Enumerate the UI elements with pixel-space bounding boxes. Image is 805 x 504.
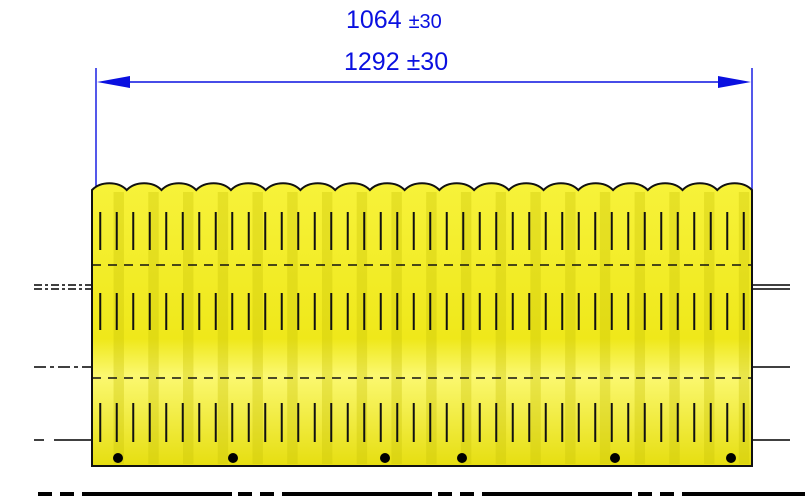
corrugation-shade	[183, 192, 194, 464]
corrugation-shade	[669, 192, 680, 464]
dimension-primary-tolerance: ±30	[408, 11, 442, 33]
sheet-outline	[91, 182, 753, 467]
dimension-primary-value: 1064	[346, 6, 402, 34]
sheet-body	[91, 182, 753, 467]
corrugation-shade	[565, 192, 576, 464]
corrugation-shade	[634, 192, 646, 464]
fastener-holes	[113, 453, 736, 463]
fastener-hole	[726, 453, 736, 463]
corrugation-shade	[599, 192, 611, 464]
corrugation-shade	[426, 192, 437, 464]
perforation-marks	[99, 212, 745, 442]
dimension-secondary-value: 1292	[344, 48, 400, 76]
dimension-line	[95, 68, 753, 190]
corrugation-shade	[460, 192, 472, 464]
corrugation-shade	[495, 192, 507, 464]
fastener-hole	[228, 453, 238, 463]
centre-lines	[34, 284, 790, 441]
hidden-lines	[92, 264, 752, 379]
corrugation-shade	[113, 192, 124, 464]
corrugation-shade	[530, 192, 541, 464]
fastener-hole	[380, 453, 390, 463]
dimension-secondary: 1292 ±30	[344, 50, 448, 75]
corrugation-shade	[252, 192, 263, 464]
corrugation-shade	[287, 192, 298, 464]
corrugation-shade	[321, 192, 333, 464]
corrugation-shade	[148, 192, 159, 464]
fastener-hole	[113, 453, 123, 463]
fastener-hole	[610, 453, 620, 463]
dimension-primary: 1064 ±30	[346, 8, 442, 33]
fastener-hole	[457, 453, 467, 463]
corrugation-shade	[217, 192, 229, 464]
corrugation-shade	[356, 192, 368, 464]
dimension-secondary-tolerance: ±30	[406, 48, 449, 76]
corrugation-shading	[113, 192, 750, 464]
corrugation-shade	[704, 192, 715, 464]
